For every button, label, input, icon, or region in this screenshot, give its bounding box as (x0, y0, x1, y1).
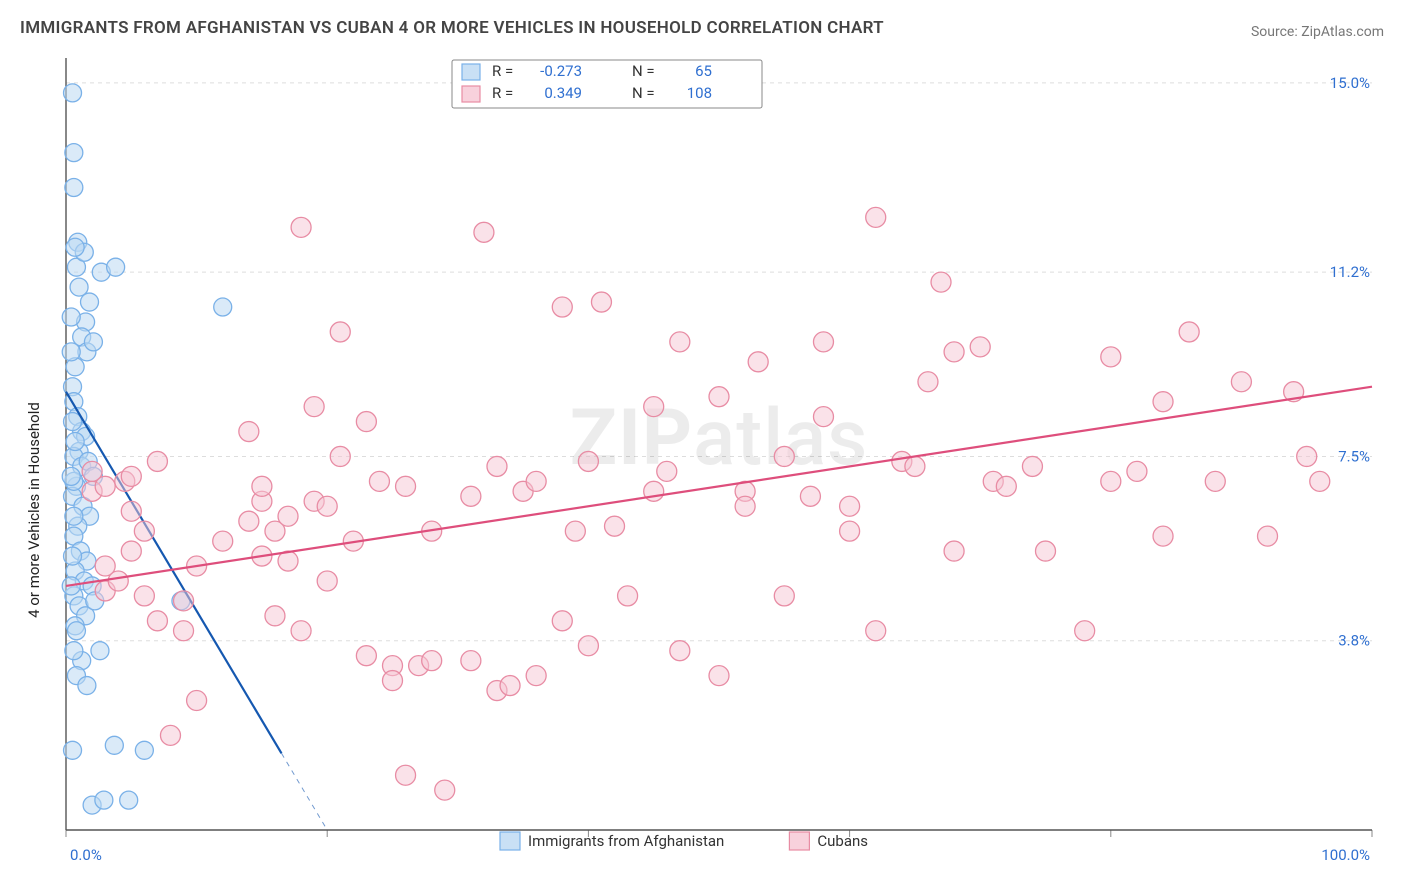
svg-text:100.0%: 100.0% (1321, 846, 1370, 864)
chart-title: IMMIGRANTS FROM AFGHANISTAN VS CUBAN 4 O… (20, 18, 884, 38)
svg-text:11.2%: 11.2% (1330, 263, 1370, 281)
svg-text:0.0%: 0.0% (70, 846, 102, 864)
svg-text:7.5%: 7.5% (1338, 447, 1370, 465)
svg-text:N =: N = (632, 62, 655, 80)
svg-text:Immigrants from Afghanistan: Immigrants from Afghanistan (528, 832, 724, 850)
svg-text:0.349: 0.349 (544, 84, 582, 102)
svg-text:15.0%: 15.0% (1330, 74, 1370, 92)
correlation-chart: 4 or more Vehicles in Household 3.8%7.5%… (20, 50, 1386, 872)
svg-text:3.8%: 3.8% (1338, 632, 1370, 650)
svg-text:65: 65 (695, 62, 712, 80)
svg-text:R =: R = (492, 84, 513, 102)
scatter-plot-svg: 3.8%7.5%11.2%15.0%ZIPatlas0.0%100.0%R =-… (20, 50, 1386, 872)
svg-text:R =: R = (492, 62, 513, 80)
svg-text:108: 108 (687, 84, 712, 102)
svg-text:-0.273: -0.273 (540, 62, 582, 80)
y-axis-label: 4 or more Vehicles in Household (25, 402, 43, 618)
svg-text:N =: N = (632, 84, 655, 102)
svg-text:Cubans: Cubans (817, 832, 868, 850)
source-label: Source: ZipAtlas.com (1251, 24, 1384, 40)
